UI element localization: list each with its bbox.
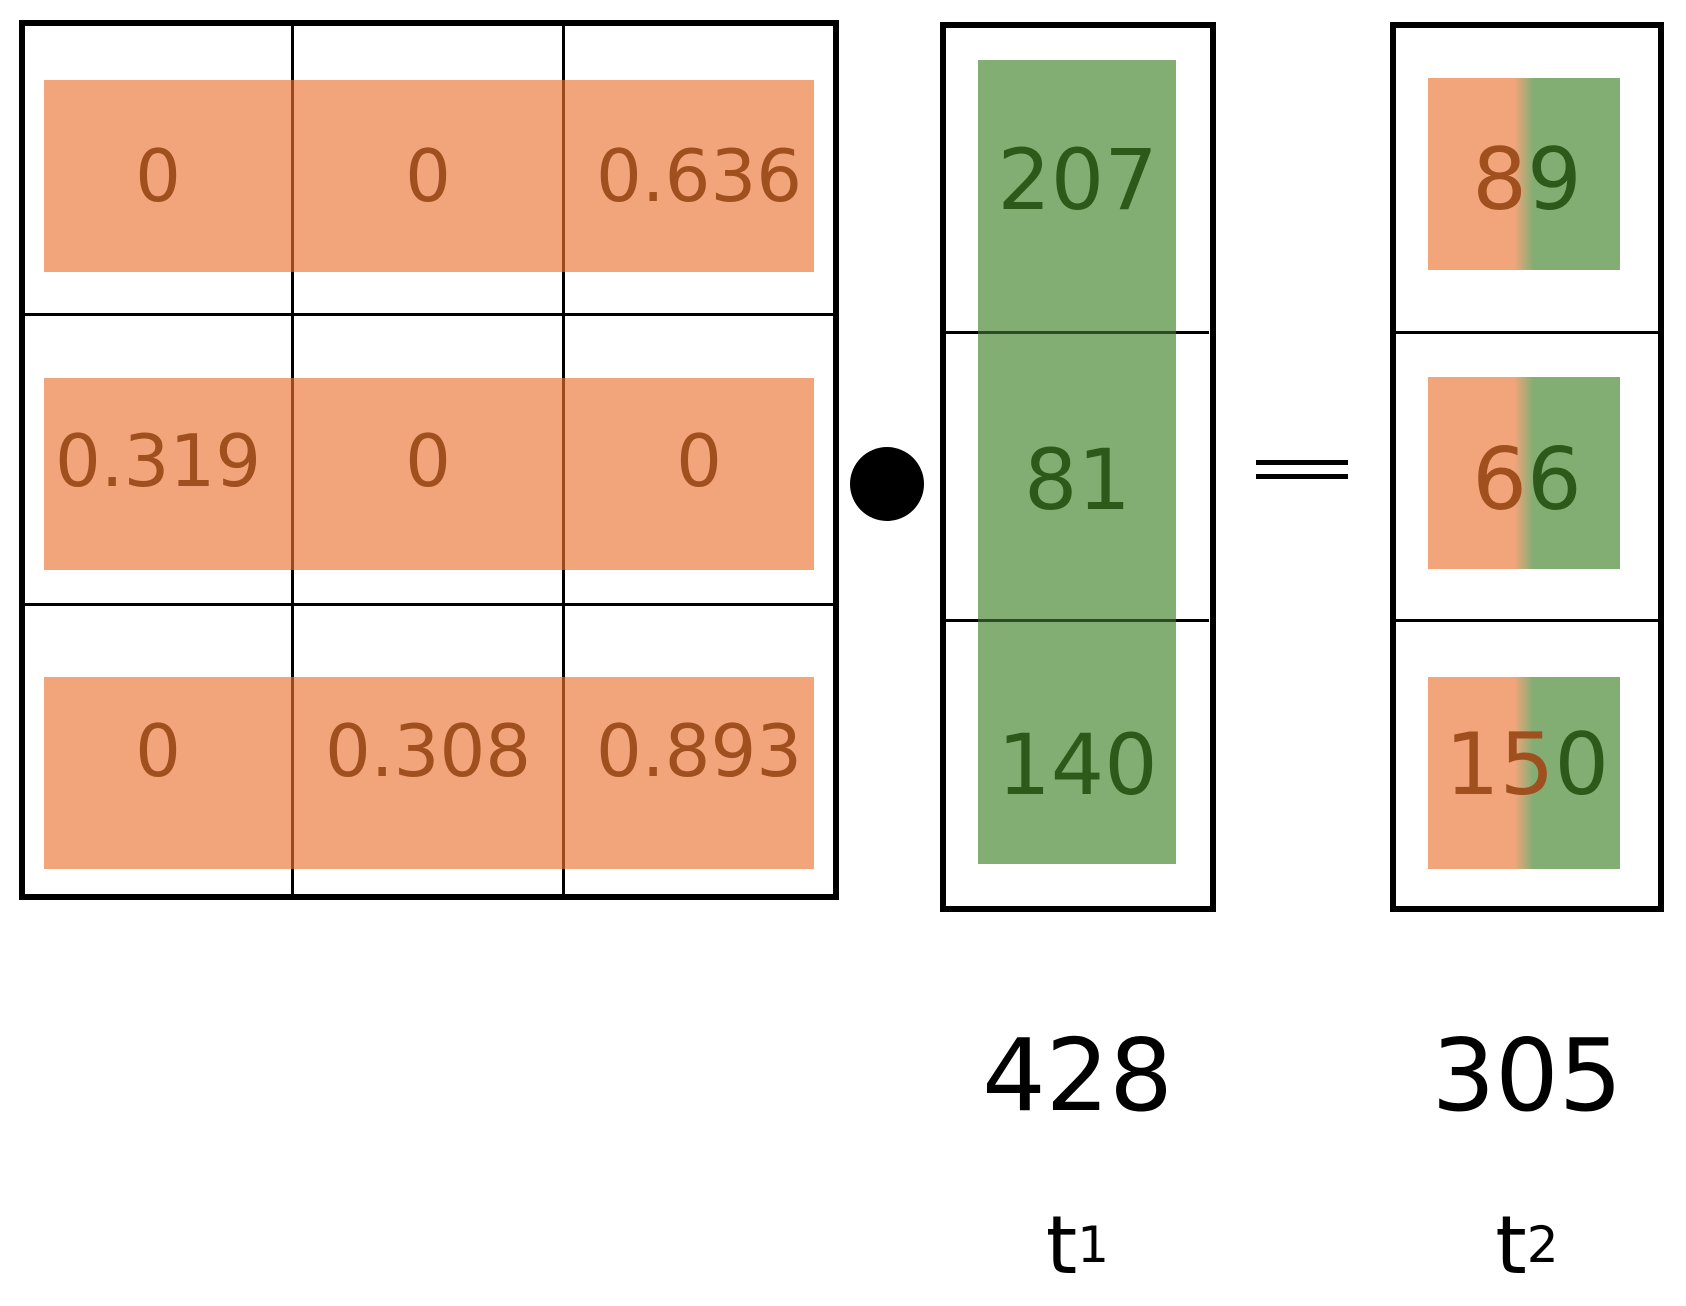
- matrix-cell: 0: [135, 709, 181, 793]
- result-grid-line: [1396, 331, 1658, 334]
- matrix-cell: 0: [405, 419, 451, 503]
- vector-cell: 81: [1024, 431, 1131, 529]
- result-label-subscript: 2: [1526, 1216, 1559, 1274]
- result-cell-left-part: 6: [1472, 430, 1527, 530]
- result-total: 305: [1431, 1016, 1623, 1134]
- result-cell-left-part: 15: [1444, 715, 1555, 815]
- vector-total: 428: [982, 1016, 1173, 1134]
- result-grid-line: [1396, 619, 1658, 622]
- vector-band: [978, 60, 1176, 864]
- result-band-3: [1428, 677, 1620, 869]
- result-band-1: [1428, 78, 1620, 270]
- result-cell-right-part: 0: [1554, 715, 1610, 815]
- dot-product-operator-icon: [850, 447, 924, 521]
- matrix-grid-line: [291, 677, 294, 869]
- vector-label-base: t: [1045, 1198, 1078, 1292]
- result-cell-right-part: 9: [1527, 130, 1582, 230]
- result-cell-left-part: 8: [1472, 130, 1527, 230]
- matrix-row-band-1: [44, 80, 814, 272]
- vector-frame: [940, 22, 1216, 912]
- result-cell-right-part: 6: [1527, 430, 1582, 530]
- matrix-grid-line: [562, 80, 565, 272]
- matrix-grid-line: [24, 313, 836, 316]
- matrix-cell: 0: [135, 134, 181, 218]
- result-band-2: [1428, 377, 1620, 569]
- equals-sign-bottom-bar: [1256, 474, 1348, 479]
- matrix-cell: 0.636: [595, 134, 803, 218]
- matrix-cell: 0: [676, 419, 722, 503]
- matrix-grid-line: [562, 378, 565, 570]
- matrix-cell: 0.308: [324, 709, 532, 793]
- matrix-row-band-2: [44, 378, 814, 570]
- result-frame: [1390, 22, 1664, 912]
- vector-cell: 207: [997, 131, 1158, 229]
- matrix-grid-line: [24, 603, 836, 606]
- vector-grid-line: [978, 331, 1176, 334]
- matrix-grid-line: [291, 80, 294, 272]
- matrix-row-band-3: [44, 677, 814, 869]
- matrix-grid-line: [562, 677, 565, 869]
- equals-sign-top-bar: [1256, 460, 1348, 465]
- result-label-base: t: [1495, 1198, 1527, 1292]
- vector-cell: 140: [997, 716, 1158, 814]
- matrix-cell: 0.893: [595, 709, 803, 793]
- matrix-cell: 0.319: [54, 419, 262, 503]
- matrix-frame: [19, 20, 839, 900]
- result-cell: 15 0: [1396, 665, 1658, 865]
- vector-grid-line: [978, 619, 1176, 622]
- vector-label-subscript: 1: [1077, 1216, 1110, 1274]
- matrix-cell: 0: [405, 134, 451, 218]
- matrix-grid-line: [291, 378, 294, 570]
